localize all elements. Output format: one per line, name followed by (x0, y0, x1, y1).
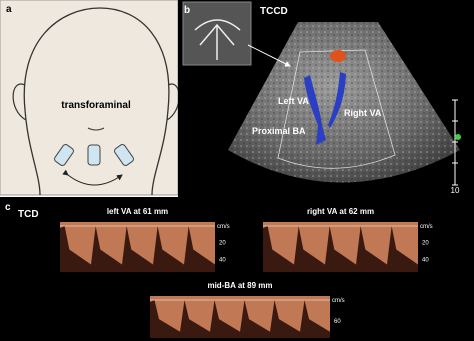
probe (54, 144, 74, 166)
neck-line (87, 127, 105, 131)
vessel-label: Left VA (278, 96, 309, 106)
axis-tick: 60 (334, 319, 341, 325)
axis-tick: 20 (219, 241, 226, 247)
axis-unit: cm/s (420, 224, 433, 230)
sweep-arrow (62, 169, 123, 186)
axis-tick: 20 (422, 241, 429, 247)
color-box (277, 49, 396, 169)
axis-tick: 40 (219, 257, 226, 263)
spectrum-caption: mid-BA at 89 mm (207, 281, 272, 290)
waveform (150, 296, 330, 332)
annotation: transforaminal (61, 100, 131, 111)
red-flow (330, 50, 346, 62)
scale-label: 10 (451, 186, 460, 195)
ear (12, 83, 27, 121)
probe (114, 144, 134, 166)
panel-a: a transforaminal (0, 0, 180, 196)
head-outline (23, 7, 170, 196)
waveform (263, 222, 418, 265)
panel-title: TCCD (260, 6, 288, 17)
waveform (60, 222, 215, 265)
spectrum-caption: right VA at 62 mm (307, 207, 374, 216)
panel-title: TCD (18, 209, 39, 220)
panel-label: b (184, 5, 190, 16)
axis-unit: cm/s (217, 224, 230, 230)
probe (87, 144, 101, 166)
vessel-label: Right VA (344, 108, 382, 118)
panel-c: c TCD left VA at 61 mm cm/s 20 40 right VA a… (0, 197, 474, 341)
panel-label: a (6, 4, 12, 15)
axis-unit: cm/s (332, 298, 345, 304)
vessel-flow (304, 72, 346, 145)
mra-vessels (194, 19, 241, 60)
inset-arrow (247, 44, 291, 67)
panel-label: c (5, 202, 11, 213)
vessel-label: Proximal BA (252, 126, 306, 136)
axis-tick: 40 (422, 257, 429, 263)
panel-b: b TCCD Left VA Right VA Proximal BA 10 (178, 0, 474, 197)
focus-marker (455, 134, 461, 140)
panel-a-bg (0, 0, 179, 196)
spectrum-caption: left VA at 61 mm (107, 207, 168, 216)
